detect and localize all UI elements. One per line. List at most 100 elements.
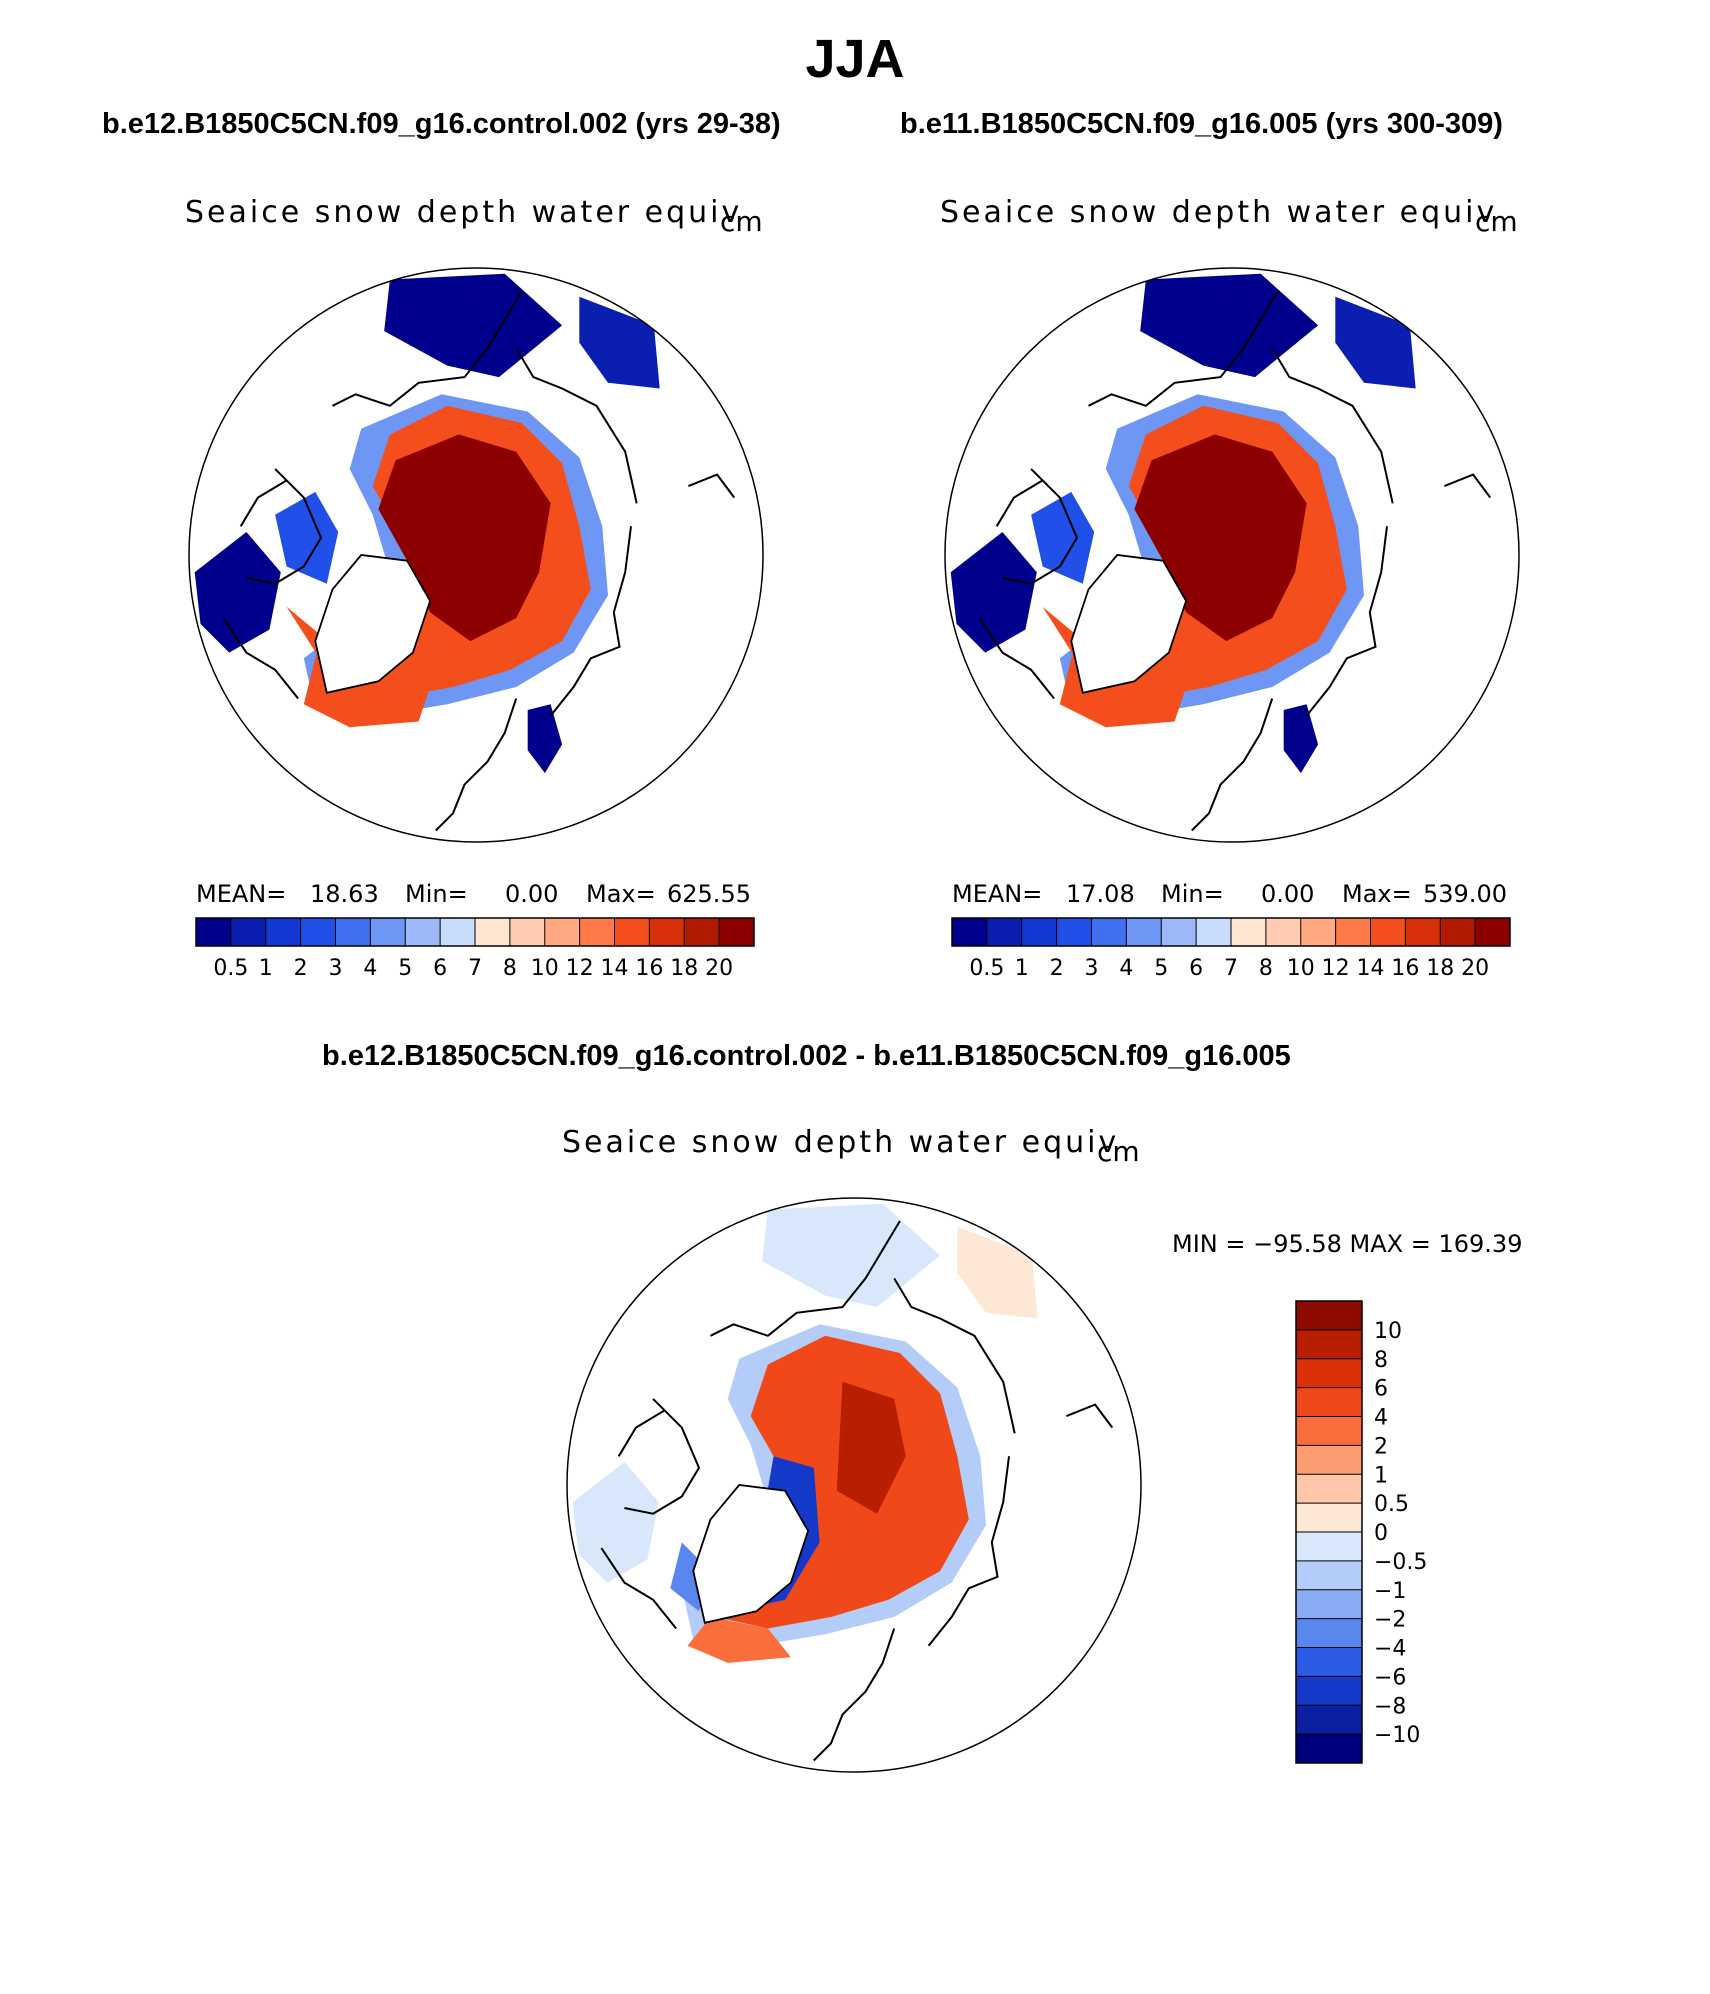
colorbar2-tick-label: 3 (1085, 956, 1099, 981)
colorbar2-tick-label: 18 (1426, 956, 1454, 981)
plot2-max-value: 539.00 (1423, 880, 1507, 908)
colorbar2-tick-label: 12 (1322, 956, 1350, 981)
right-case-title: b.e11.B1850C5CN.f09_g16.005 (yrs 300-309… (900, 108, 1503, 140)
plot1-mean-value: 18.63 (310, 880, 379, 908)
map3-coastline (927, 1456, 1010, 1647)
map2-coastline (1305, 526, 1388, 717)
colorbar2-tick-label: 7 (1224, 956, 1238, 981)
colorbar2-tick-label: 14 (1357, 956, 1385, 981)
colorbar3-tick-label: 4 (1374, 1406, 1388, 1431)
colorbar3-tick-label: −2 (1374, 1608, 1406, 1633)
map3-coastline (617, 1409, 666, 1457)
colorbar2-tick-label: 8 (1259, 956, 1273, 981)
map2-marginal-ice (1335, 296, 1416, 389)
colorbar3-tick-label: −1 (1374, 1579, 1406, 1604)
map2-greenland (1070, 554, 1188, 694)
colorbar1-frame (195, 917, 755, 947)
map2-outline (944, 267, 1520, 843)
colorbar1-swatch (719, 918, 755, 946)
colorbar2-swatch (1021, 918, 1058, 946)
colorbar1-swatch (614, 918, 650, 946)
map1-marginal-ice (579, 296, 660, 389)
colorbar1-tick-label: 18 (670, 956, 698, 981)
colorbar2-tick-label: 6 (1189, 956, 1203, 981)
colorbar2-swatch (1370, 918, 1406, 946)
map3-outline (566, 1197, 1142, 1773)
map1-coastline (515, 347, 638, 504)
map3-positive-core (836, 1381, 906, 1514)
colorbar1-tick-label: 16 (635, 956, 663, 981)
colorbar1-swatch (335, 918, 371, 946)
map2-marginal-ice (1031, 491, 1095, 584)
colorbar3-swatch (1296, 1532, 1362, 1562)
map1-coastline (222, 617, 299, 700)
map3-coastline (1066, 1403, 1114, 1429)
map1-marginal-ice (275, 491, 339, 584)
colorbar2-swatch (986, 918, 1023, 946)
colorbar1-swatch (300, 918, 336, 946)
map1-marginal-ice (194, 532, 281, 653)
colorbar3-swatch (1296, 1589, 1362, 1620)
colorbar1-swatch (579, 918, 615, 946)
colorbar3-tick-label: −6 (1374, 1665, 1406, 1690)
colorbar2: 0.5 1 2 3 4 5 6 7 8 10 12 14 16 18 20 (951, 917, 1511, 981)
colorbar2-swatch (1161, 918, 1197, 946)
map3-coastline (710, 1220, 901, 1337)
map1-marginal-ice (527, 704, 563, 774)
map1-field (189, 268, 763, 842)
colorbar3-tick-label: −4 (1374, 1637, 1406, 1662)
colorbar1-tick-label: 20 (705, 956, 733, 981)
map1-outline (188, 267, 764, 843)
colorbar2-swatch (1056, 918, 1092, 946)
map1-coastline (549, 526, 632, 717)
plot3-title: Seaice snow depth water equiv (562, 1125, 1120, 1160)
map2-field (945, 268, 1519, 842)
colorbar2-swatch (1335, 918, 1371, 946)
colorbar2-tick-label: 5 (1154, 956, 1168, 981)
colorbar3-tick-label: 2 (1374, 1434, 1388, 1459)
map2-coastline (1088, 290, 1279, 407)
plot1-title: Seaice snow depth water equiv (185, 195, 743, 230)
colorbar3-tick-label: −0.5 (1374, 1550, 1427, 1575)
map3-field (567, 1198, 1141, 1772)
colorbar2-tick-label: 0.5 (969, 956, 1004, 981)
colorbar2-tick-label: 4 (1119, 956, 1133, 981)
colorbar3-swatch (1296, 1676, 1362, 1706)
diff-title: b.e12.B1850C5CN.f09_g16.control.002 - b.… (322, 1040, 1291, 1072)
colorbar3-swatch (1296, 1474, 1362, 1504)
colorbar2-swatch (1405, 918, 1441, 946)
map2-coastline (1444, 473, 1492, 499)
season-title: JJA (805, 29, 905, 89)
map1-greenland (314, 554, 432, 694)
plot2-title: Seaice snow depth water equiv (940, 195, 1498, 230)
colorbar1-swatch (265, 918, 302, 946)
map2-marginal-ice (1283, 704, 1319, 774)
colorbar1-tick-label: 0.5 (213, 956, 248, 981)
colorbar1-tick-label: 6 (433, 956, 447, 981)
colorbar2-swatch (952, 918, 988, 946)
colorbar2-swatch (1475, 918, 1511, 946)
plot1-max-label: Max= (586, 880, 656, 908)
colorbar3-tick-label: −8 (1374, 1694, 1406, 1719)
colorbar3-swatch (1296, 1560, 1362, 1591)
map2-coastline (995, 479, 1044, 527)
colorbar2-swatch (1196, 918, 1232, 946)
map2-coastline (1271, 347, 1394, 504)
colorbar1-swatch (196, 918, 232, 946)
colorbar2-swatch (1440, 918, 1476, 946)
plot3-units: cm (1097, 1135, 1140, 1168)
colorbar1-tick-label: 14 (601, 956, 629, 981)
map1-coastline (246, 468, 323, 585)
colorbar2-tick-label: 20 (1461, 956, 1489, 981)
colorbar3-frame (1295, 1300, 1363, 1764)
plot1-min-label: Min= (405, 880, 468, 908)
colorbar3-swatch (1296, 1387, 1362, 1417)
map3-coastline (893, 1277, 1016, 1434)
colorbar2-tick-label: 1 (1015, 956, 1029, 981)
colorbar1-swatch (440, 918, 476, 946)
colorbar3-tick-label: 8 (1374, 1348, 1388, 1373)
plot1-min-value: 0.00 (505, 880, 559, 908)
colorbar1-tick-label: 12 (566, 956, 594, 981)
colorbar1: 0.5 1 2 3 4 5 6 7 8 10 12 14 16 18 20 (195, 917, 755, 981)
map3-okhotsk-diff (957, 1226, 1038, 1319)
